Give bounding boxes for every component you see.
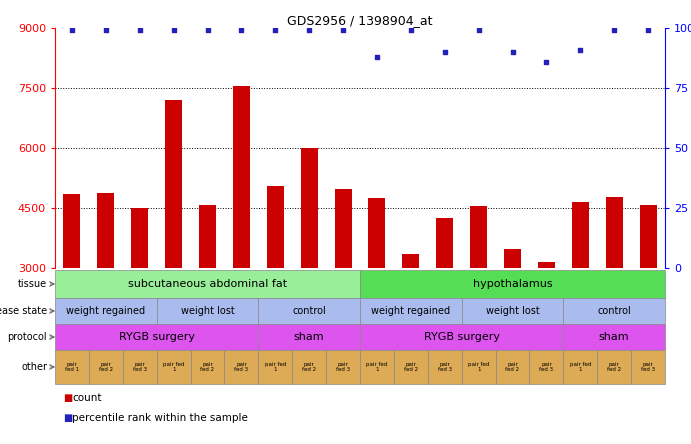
Point (134, 27, 145, 34)
Text: pair
fed 2: pair fed 2 (404, 361, 418, 373)
Text: other: other (21, 362, 47, 372)
Text: weight lost: weight lost (180, 306, 234, 316)
Text: pair
fed 3: pair fed 3 (437, 361, 452, 373)
Point (406, 27, 417, 34)
Text: pair
fed 2: pair fed 2 (200, 361, 215, 373)
Text: pair fed
1: pair fed 1 (366, 361, 388, 373)
Text: sham: sham (294, 332, 325, 342)
Text: control: control (292, 306, 326, 316)
Text: subcutaneous abdominal fat: subcutaneous abdominal fat (128, 279, 287, 289)
Text: ■: ■ (64, 393, 73, 403)
Text: protocol: protocol (8, 332, 47, 342)
Bar (572, 202, 589, 388)
Point (168, 27, 179, 34)
Text: pair
fed 3: pair fed 3 (234, 361, 249, 373)
Text: weight regained: weight regained (66, 306, 145, 316)
Bar (368, 198, 386, 388)
Text: hypothalamus: hypothalamus (473, 279, 552, 289)
Bar (267, 186, 284, 388)
Bar (64, 194, 80, 388)
Point (439, 48, 451, 56)
Text: pair
fed 2: pair fed 2 (607, 361, 621, 373)
Bar (436, 218, 453, 388)
Bar (301, 148, 318, 388)
Text: sham: sham (599, 332, 630, 342)
Text: percentile rank within the sample: percentile rank within the sample (73, 413, 248, 423)
Point (303, 27, 314, 34)
Point (507, 48, 518, 56)
Text: pair fed
1: pair fed 1 (468, 361, 489, 373)
Text: ■: ■ (64, 413, 73, 423)
Bar (199, 205, 216, 388)
Point (202, 27, 213, 34)
Bar (165, 100, 182, 388)
Point (575, 46, 586, 53)
Bar (233, 86, 250, 388)
Point (236, 27, 247, 34)
Point (473, 27, 484, 34)
Bar (402, 254, 419, 388)
Point (643, 27, 654, 34)
Text: RYGB surgery: RYGB surgery (424, 332, 500, 342)
Text: pair
fed 3: pair fed 3 (540, 361, 553, 373)
Text: RYGB surgery: RYGB surgery (119, 332, 195, 342)
Text: control: control (597, 306, 631, 316)
Bar (97, 193, 114, 388)
Bar (334, 189, 352, 388)
Text: pair
fed 2: pair fed 2 (505, 361, 520, 373)
Text: pair
fed 3: pair fed 3 (133, 361, 146, 373)
Point (541, 58, 552, 65)
Text: weight lost: weight lost (486, 306, 540, 316)
Text: pair fed
1: pair fed 1 (569, 361, 591, 373)
Point (372, 53, 383, 60)
Point (269, 27, 281, 34)
Bar (470, 206, 487, 388)
Text: weight regained: weight regained (371, 306, 451, 316)
Bar (640, 205, 656, 388)
Text: disease state: disease state (0, 306, 47, 316)
Text: pair fed
1: pair fed 1 (265, 361, 286, 373)
Bar (538, 262, 555, 388)
Point (100, 27, 111, 34)
Text: pair
fed 2: pair fed 2 (302, 361, 316, 373)
Bar (504, 249, 521, 388)
Text: pair
fed 1: pair fed 1 (65, 361, 79, 373)
Bar (606, 197, 623, 388)
Point (609, 27, 620, 34)
Point (337, 27, 348, 34)
Text: pair
fed 2: pair fed 2 (99, 361, 113, 373)
Bar (131, 208, 148, 388)
Text: pair
fed 3: pair fed 3 (336, 361, 350, 373)
Title: GDS2956 / 1398904_at: GDS2956 / 1398904_at (287, 14, 433, 27)
Text: pair
fed 3: pair fed 3 (641, 361, 655, 373)
Text: pair fed
1: pair fed 1 (163, 361, 184, 373)
Text: count: count (73, 393, 102, 403)
Point (66, 27, 77, 34)
Text: tissue: tissue (18, 279, 47, 289)
